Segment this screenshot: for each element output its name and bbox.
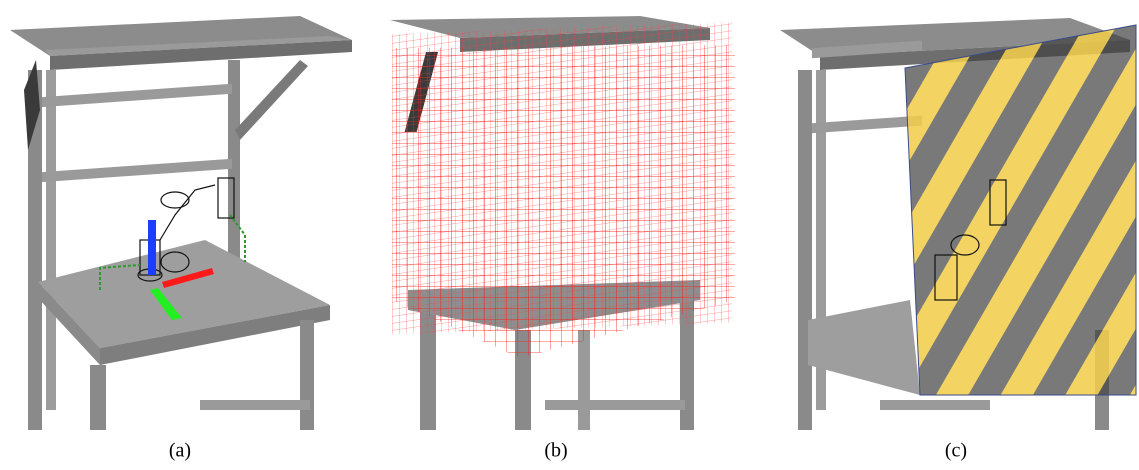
figure: (a) (b) (c): [0, 0, 1139, 470]
panel-a-scene: [10, 16, 352, 430]
panel-label: (b): [544, 440, 567, 462]
figure-canvas: (a) (b) (c): [0, 0, 1139, 470]
panel-c-scene: [780, 18, 1136, 430]
panel-b-scene: [390, 16, 735, 430]
panel-label: (c): [945, 440, 967, 462]
panel-label: (a): [169, 440, 191, 462]
